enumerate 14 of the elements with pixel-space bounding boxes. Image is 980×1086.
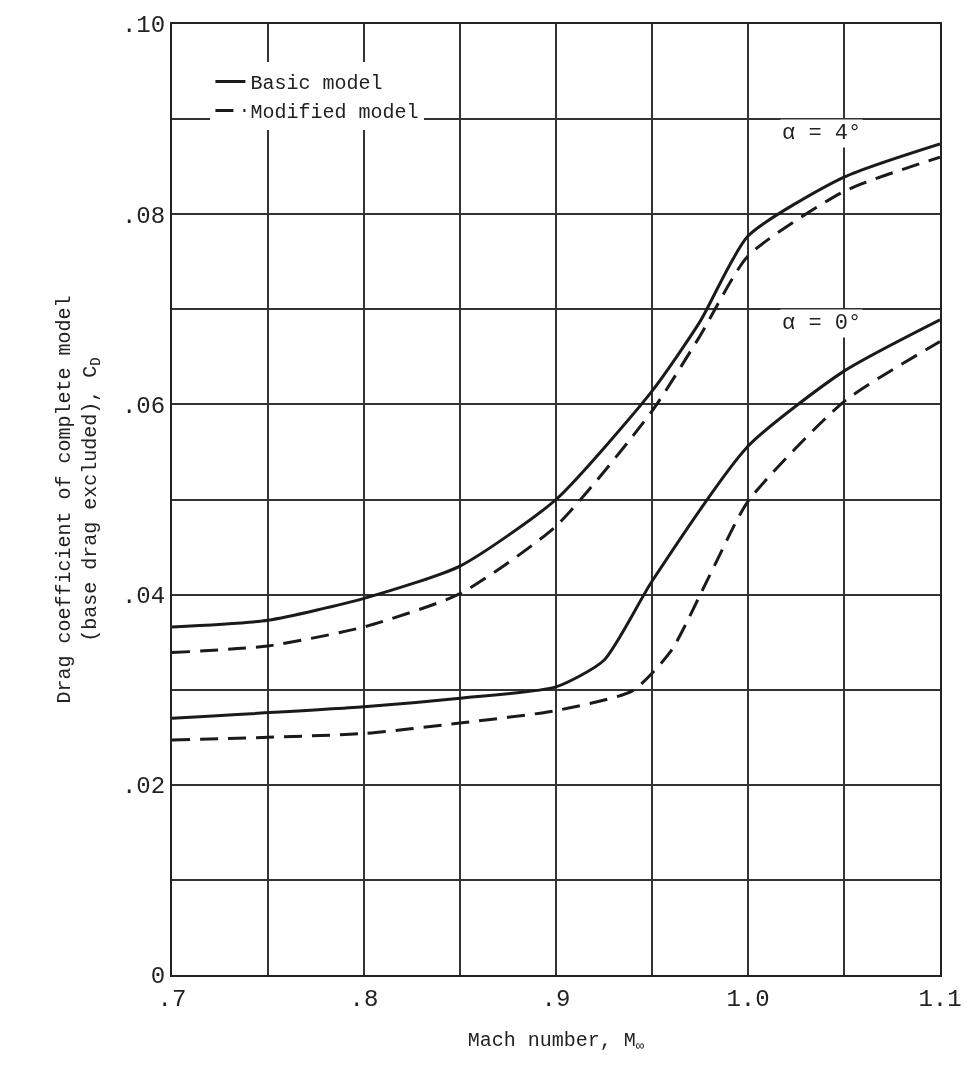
y-tick-label: .06 <box>121 392 166 420</box>
x-tick-label: 1.0 <box>726 985 770 1013</box>
legend-label: Basic model <box>250 72 383 96</box>
x-axis-title: Mach number, M$_{∞}$ <box>467 1028 645 1054</box>
y-tick-label: .10 <box>121 12 166 40</box>
x-tick-label: .9 <box>541 985 571 1013</box>
annotation: α = 0° <box>782 311 862 336</box>
x-tick-label: 1.1 <box>918 985 962 1013</box>
y-tick-label: .02 <box>121 773 166 801</box>
annotation: α = 4° <box>782 121 862 146</box>
x-tick-label: .8 <box>349 985 379 1013</box>
y-tick-label: .08 <box>121 202 166 230</box>
y-tick-label: .04 <box>121 583 166 610</box>
legend-label: Modified model <box>250 101 419 125</box>
